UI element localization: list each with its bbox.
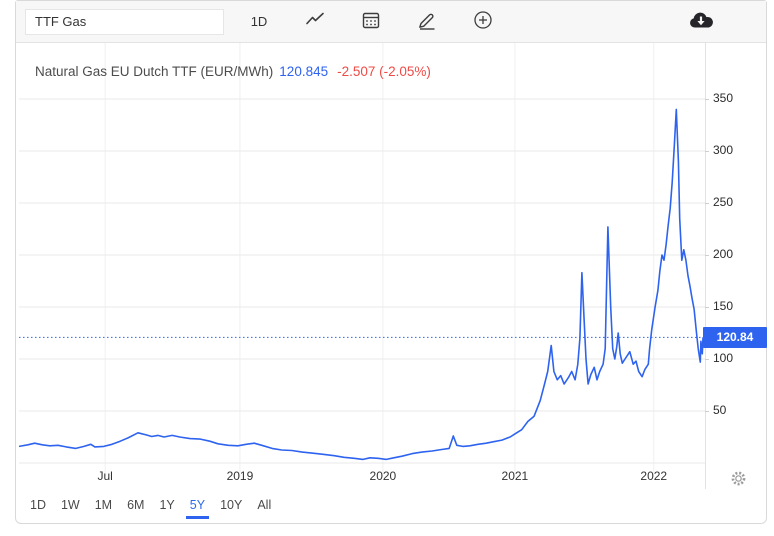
y-axis-tick — [705, 203, 709, 204]
draw-button[interactable] — [412, 7, 442, 37]
current-price-tag: 120.84 — [703, 326, 767, 348]
range-selector: 1D 1W 1M 6M 1Y 5Y 10Y All — [27, 496, 274, 519]
y-axis-label: 250 — [713, 195, 734, 209]
cloud-download-icon — [688, 9, 714, 34]
range-button-1d[interactable]: 1D — [27, 496, 49, 519]
x-axis-label: Jul — [97, 469, 113, 483]
add-circle-icon — [472, 9, 494, 34]
x-axis-label: 2021 — [501, 469, 529, 483]
range-button-6m[interactable]: 6M — [124, 496, 147, 519]
line-chart-icon — [304, 9, 326, 34]
price-change: -2.507 (-2.05%) — [337, 64, 431, 79]
chart-legend: Natural Gas EU Dutch TTF (EUR/MWh) 120.84… — [35, 64, 431, 79]
chart-widget-panel: 1D — [15, 0, 767, 524]
instrument-title: Natural Gas EU Dutch TTF (EUR/MWh) — [35, 64, 274, 79]
range-button-1m[interactable]: 1M — [92, 496, 115, 519]
search-input[interactable] — [25, 8, 224, 35]
toolbar: 1D — [16, 1, 766, 43]
y-axis-label: 300 — [713, 143, 734, 157]
y-axis-label: 100 — [713, 351, 734, 365]
y-axis-tick — [705, 411, 709, 412]
y-axis-tick — [705, 151, 709, 152]
y-axis-label: 150 — [713, 299, 734, 313]
y-axis-label: 200 — [713, 247, 734, 261]
gear-icon — [729, 471, 748, 491]
range-button-1w[interactable]: 1W — [58, 496, 83, 519]
price-line-series — [19, 108, 704, 461]
x-axis-label: 2022 — [640, 469, 668, 483]
y-axis-tick — [705, 255, 709, 256]
range-button-1y[interactable]: 1Y — [156, 496, 177, 519]
interval-button[interactable]: 1D — [244, 7, 274, 37]
add-indicator-button[interactable] — [468, 7, 498, 37]
range-button-5y[interactable]: 5Y — [185, 496, 210, 519]
more-menu-button[interactable] — [730, 7, 754, 37]
draw-icon — [416, 9, 438, 34]
last-price: 120.845 — [279, 64, 329, 79]
calendar-icon — [360, 9, 382, 34]
x-axis-label: 2019 — [226, 469, 254, 483]
line-chart-button[interactable] — [300, 7, 330, 37]
y-axis-label: 50 — [713, 403, 727, 417]
y-axis-tick — [705, 307, 709, 308]
settings-button[interactable] — [727, 469, 749, 491]
more-menu-icon — [732, 9, 752, 34]
y-axis-tick — [705, 99, 709, 100]
price-chart[interactable] — [19, 43, 705, 477]
x-axis-label: 2020 — [369, 469, 397, 483]
y-axis-separator — [705, 43, 706, 489]
y-axis-tick — [705, 359, 709, 360]
range-button-10y[interactable]: 10Y — [217, 496, 245, 519]
y-axis-label: 350 — [713, 91, 734, 105]
download-button[interactable] — [686, 7, 716, 37]
range-button-all[interactable]: All — [254, 496, 274, 519]
calendar-button[interactable] — [356, 7, 386, 37]
